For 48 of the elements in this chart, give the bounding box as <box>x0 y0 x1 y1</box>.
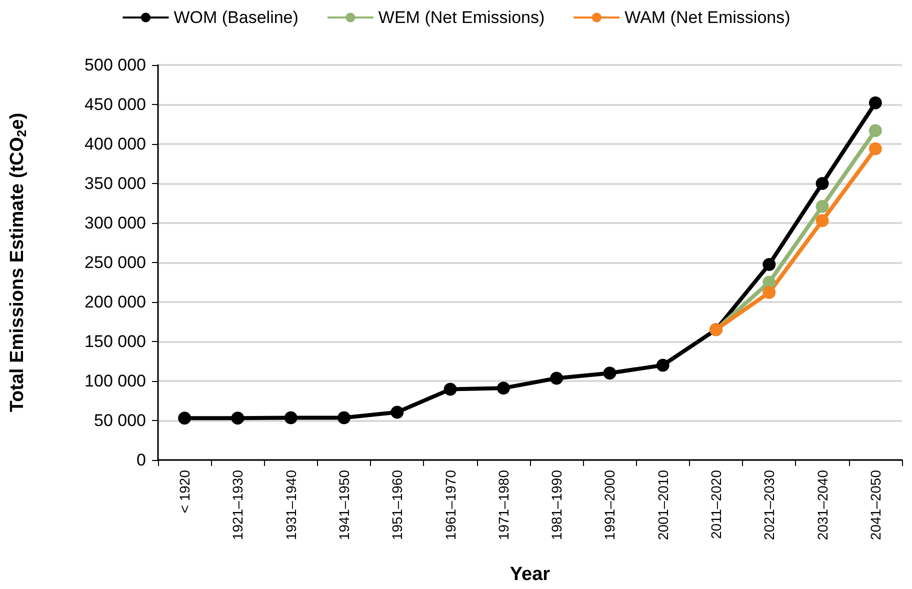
x-axis-title: Year <box>510 564 551 585</box>
y-tick-label: 300 000 <box>84 214 146 232</box>
x-tick-label: < 1920 <box>176 470 193 514</box>
y-tick-label: 200 000 <box>84 292 146 312</box>
point <box>178 412 192 425</box>
point <box>231 412 244 425</box>
x-tick-label: 1961–1970 <box>442 470 458 540</box>
y-tick-label: 400 000 <box>84 134 146 154</box>
y-tick-label: 350 000 <box>84 174 146 193</box>
x-tick-label: 1931–1940 <box>282 470 299 540</box>
x-tick-label: 2021–2030 <box>761 470 778 540</box>
point <box>338 411 350 424</box>
legend-label: WEM (Net Emissions) <box>378 8 545 27</box>
y-tick-label: 150 000 <box>84 332 146 351</box>
point <box>762 258 776 271</box>
point <box>868 124 882 138</box>
y-tick-label: 450 000 <box>84 95 146 114</box>
point <box>656 358 670 372</box>
x-tick-label: 2001–2010 <box>654 470 671 540</box>
x-tick-label: 1991–2000 <box>602 470 618 540</box>
point <box>603 366 616 380</box>
y-tick-label: 250 000 <box>84 253 146 272</box>
y-tick-label: 0 <box>136 450 146 470</box>
x-tick-label: 2011–2020 <box>708 470 724 540</box>
y-axis-title: Total Emissions Estimate (tCO2e) <box>7 112 29 412</box>
legend-label: WAM (Net Emissions) <box>624 8 790 27</box>
x-tick-label: 1951–1960 <box>389 470 406 540</box>
legend-label: WOM (Baseline) <box>174 8 298 27</box>
x-tick-label: 1941–1950 <box>336 470 352 540</box>
point <box>816 200 829 213</box>
point <box>390 406 404 419</box>
x-tick-label: 2041–2050 <box>867 470 884 540</box>
point <box>816 214 829 228</box>
point <box>496 382 510 395</box>
point <box>868 142 882 156</box>
point <box>816 177 829 190</box>
y-tick-label: 500 000 <box>84 56 146 74</box>
point <box>868 96 882 110</box>
point <box>284 411 298 424</box>
y-tick-label: 100 000 <box>84 372 146 390</box>
y-tick-label: 50 000 <box>94 411 146 430</box>
x-tick-label: 2031–2040 <box>814 470 830 540</box>
point <box>550 372 564 385</box>
x-tick-label: 1981–1990 <box>548 470 565 540</box>
point <box>444 382 457 396</box>
x-tick-label: 1921–1930 <box>230 470 246 540</box>
point <box>762 286 776 300</box>
x-tick-label: 1971–1980 <box>495 470 512 540</box>
